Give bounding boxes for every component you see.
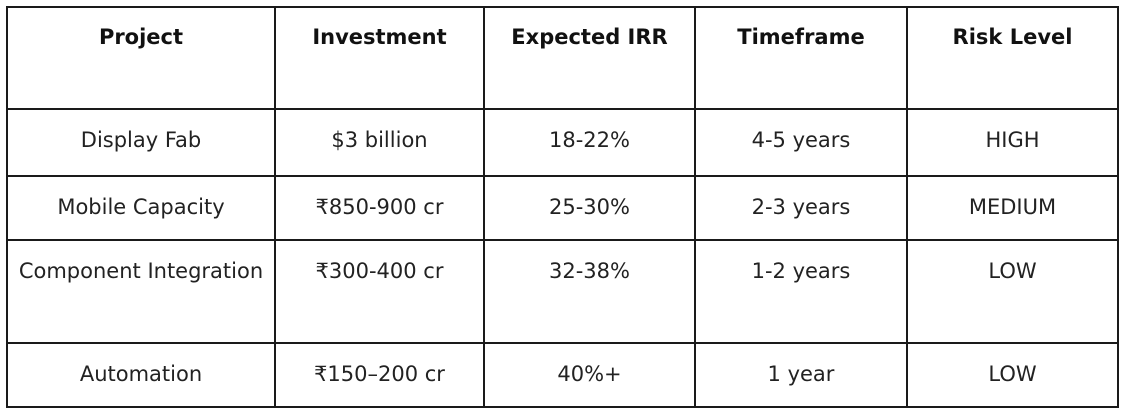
- investment-table-container: Project Investment Expected IRR Timefram…: [6, 6, 1119, 408]
- cell-investment: ₹150–200 cr: [274, 342, 485, 408]
- cell-timeframe: 1 year: [694, 342, 908, 408]
- header-project: Project: [6, 6, 276, 110]
- cell-timeframe: 1-2 years: [694, 239, 908, 344]
- cell-project: Mobile Capacity: [6, 175, 276, 241]
- cell-expected-irr: 32-38%: [483, 239, 696, 344]
- cell-expected-irr: 40%+: [483, 342, 696, 408]
- cell-project: Display Fab: [6, 108, 276, 177]
- cell-project: Component Integration: [6, 239, 276, 344]
- cell-risk-level: LOW: [906, 342, 1119, 408]
- header-risk-level: Risk Level: [906, 6, 1119, 110]
- header-expected-irr: Expected IRR: [483, 6, 696, 110]
- table-row: Component Integration ₹300-400 cr 32-38%…: [6, 239, 1119, 344]
- cell-risk-level: LOW: [906, 239, 1119, 344]
- cell-risk-level: HIGH: [906, 108, 1119, 177]
- table-row: Mobile Capacity ₹850-900 cr 25-30% 2-3 y…: [6, 175, 1119, 241]
- cell-expected-irr: 25-30%: [483, 175, 696, 241]
- cell-timeframe: 4-5 years: [694, 108, 908, 177]
- cell-investment: ₹300-400 cr: [274, 239, 485, 344]
- table-header-row: Project Investment Expected IRR Timefram…: [6, 6, 1119, 110]
- cell-project: Automation: [6, 342, 276, 408]
- header-timeframe: Timeframe: [694, 6, 908, 110]
- cell-risk-level: MEDIUM: [906, 175, 1119, 241]
- investment-table: Project Investment Expected IRR Timefram…: [6, 6, 1119, 408]
- cell-investment: $3 billion: [274, 108, 485, 177]
- cell-timeframe: 2-3 years: [694, 175, 908, 241]
- cell-expected-irr: 18-22%: [483, 108, 696, 177]
- table-row: Display Fab $3 billion 18-22% 4-5 years …: [6, 108, 1119, 177]
- cell-investment: ₹850-900 cr: [274, 175, 485, 241]
- header-investment: Investment: [274, 6, 485, 110]
- table-row: Automation ₹150–200 cr 40%+ 1 year LOW: [6, 342, 1119, 408]
